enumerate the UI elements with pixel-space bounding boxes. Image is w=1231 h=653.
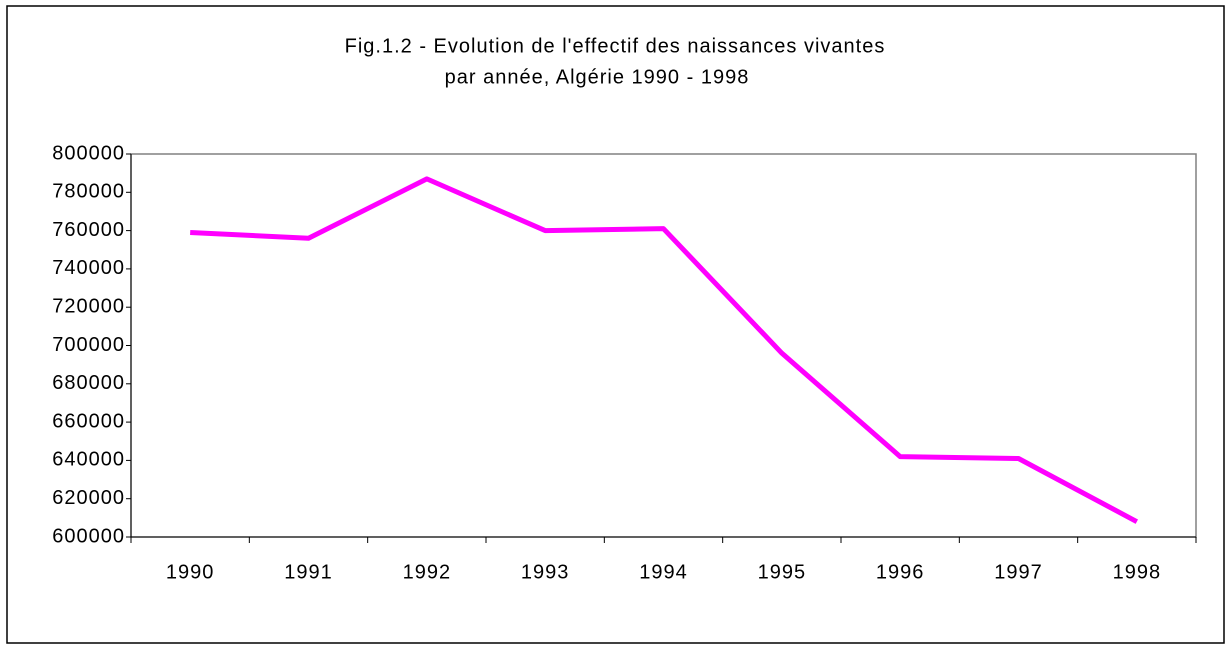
y-tick-label: 700000 [52, 334, 125, 356]
chart-title: Fig.1.2 - Evolution de l'effectif des na… [345, 35, 886, 57]
x-tick-label: 1994 [639, 561, 688, 583]
x-tick-label: 1996 [876, 561, 925, 583]
y-tick-label: 600000 [52, 525, 125, 547]
y-tick-label: 760000 [52, 219, 125, 241]
chart-frame [6, 5, 1225, 644]
x-tick-label: 1993 [521, 561, 570, 583]
x-tick-label: 1992 [403, 561, 452, 583]
y-tick-label: 800000 [52, 142, 125, 164]
x-tick-label: 1997 [994, 561, 1043, 583]
y-tick-label: 780000 [52, 181, 125, 203]
x-tick-label: 1998 [1113, 561, 1162, 583]
line-series [190, 176, 1139, 524]
x-tick-label: 1991 [284, 561, 333, 583]
y-tick-label: 680000 [52, 372, 125, 394]
y-tick-label: 620000 [52, 487, 125, 509]
y-tick-label: 720000 [52, 295, 125, 317]
x-tick-label: 1995 [758, 561, 807, 583]
chart-title: par année, Algérie 1990 - 1998 [445, 66, 750, 88]
x-tick-label: 1990 [166, 561, 215, 583]
y-tick-label: 660000 [52, 410, 125, 432]
y-tick-label: 740000 [52, 257, 125, 279]
y-tick-label: 640000 [52, 449, 125, 471]
